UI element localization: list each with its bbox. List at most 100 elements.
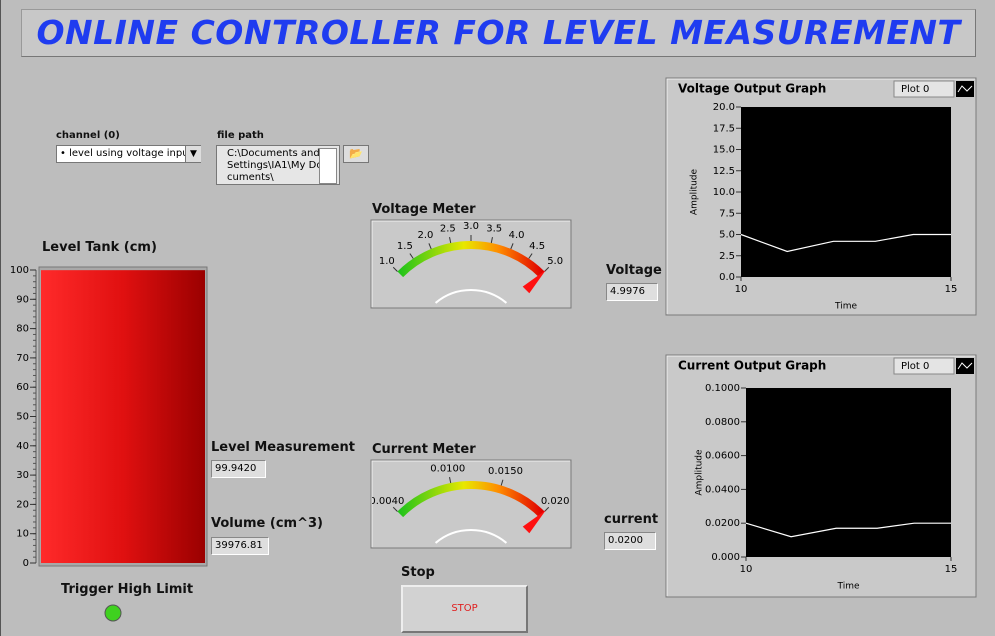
stop-button[interactable]: STOP <box>401 585 528 633</box>
y-tick-label: 10.0 <box>713 187 735 198</box>
tank-label: Level Tank (cm) <box>42 240 157 255</box>
y-tick-label: 0.0 <box>719 272 735 283</box>
meter-tick-label: 2.0 <box>418 230 434 241</box>
voltage-label: Voltage <box>606 263 662 278</box>
meter-tick-label: 1.0 <box>379 256 395 267</box>
plot-area <box>746 388 951 557</box>
meter-inner-arc <box>434 289 508 304</box>
trigger-label: Trigger High Limit <box>61 582 194 597</box>
graph-line <box>745 522 951 538</box>
voltage-meter-label: Voltage Meter <box>372 202 476 217</box>
meter-tick-label: 1.5 <box>397 241 413 252</box>
meter-tick <box>449 237 452 244</box>
meter-tick-label: 4.5 <box>529 241 545 252</box>
meter-tick <box>449 477 452 484</box>
y-tick-label: 17.5 <box>713 123 735 134</box>
meter-tick <box>500 479 504 486</box>
meter-needle <box>522 269 546 294</box>
level-indicator: 99.9420 <box>211 460 266 478</box>
tank-level <box>41 270 205 563</box>
volume-indicator: 39976.81 <box>211 537 269 555</box>
x-axis-label: Time <box>834 302 857 312</box>
meter-tick-label: 0.0100 <box>430 463 465 474</box>
meter-tick-label: 3.5 <box>486 223 502 234</box>
scrollbar[interactable] <box>319 148 337 184</box>
meter-tick <box>392 266 398 272</box>
tank-tick-label: 20 <box>16 499 29 510</box>
current-indicator: 0.0200 <box>604 532 656 550</box>
y-tick-label: 2.5 <box>719 251 735 262</box>
meter-tick-label: 0.020 <box>541 496 570 507</box>
current_meter-frame <box>370 459 572 549</box>
y-tick-label: 0.0400 <box>705 484 740 495</box>
file-path-value: C:\Documents and Settings\IA1\My Documen… <box>227 148 323 183</box>
voltage-indicator: 4.9976 <box>606 283 658 301</box>
dropdown-arrow[interactable]: ▼ <box>185 146 201 162</box>
plot-legend-label: Plot 0 <box>901 84 929 95</box>
voltage_graph-frame-bevel <box>666 78 975 314</box>
current_meter-frame-bevel <box>371 460 570 547</box>
graph-line <box>740 233 951 253</box>
plot-legend <box>893 357 955 375</box>
plot-legend <box>893 80 955 98</box>
graph-title: Voltage Output Graph <box>678 82 826 96</box>
graph-title: Current Output Graph <box>678 359 826 373</box>
meter-tick <box>409 253 414 259</box>
channel-value: level using voltage input <box>69 148 193 159</box>
tank-tick-label: 40 <box>16 441 29 452</box>
meter-tick <box>428 243 432 250</box>
volume-label: Volume (cm^3) <box>211 516 323 531</box>
y-axis-label: Amplitude <box>695 449 705 496</box>
current-label: current <box>604 512 659 527</box>
meter-tick-label: 4.0 <box>509 230 525 241</box>
trigger-led <box>104 604 122 622</box>
meter-tick <box>528 253 533 259</box>
tank-tick-label: 50 <box>16 412 29 423</box>
tank-tick-label: 10 <box>16 529 29 540</box>
plot-legend-line <box>957 85 973 93</box>
meter-tick-label: 0.0040 <box>369 496 404 507</box>
meter-tick-label: 0.0150 <box>488 466 523 477</box>
tank-tick-label: 90 <box>16 294 29 305</box>
level-label: Level Measurement <box>211 440 355 455</box>
tank-tick-label: 70 <box>16 353 29 364</box>
x-tick-label: 15 <box>945 564 958 575</box>
file-path-label: file path <box>217 130 264 141</box>
tank-tick-label: 60 <box>16 382 29 393</box>
y-tick-label: 5.0 <box>719 230 735 241</box>
x-tick-label: 15 <box>945 284 958 295</box>
y-tick-label: 7.5 <box>719 208 735 219</box>
y-tick-label: 0.0600 <box>705 451 740 462</box>
file-path-box[interactable]: C:\Documents and Settings\IA1\My Documen… <box>216 145 340 185</box>
tank-tick-label: 100 <box>10 265 29 276</box>
current_graph-frame-bevel <box>666 355 975 596</box>
meter-needle <box>522 510 546 534</box>
current-meter-label: Current Meter <box>372 442 476 457</box>
y-tick-label: 0.0200 <box>705 518 740 529</box>
meter-tick <box>490 237 493 244</box>
y-tick-label: 0.1000 <box>705 383 740 394</box>
tank-tick-label: 0 <box>23 558 29 569</box>
voltage_meter-dial: 1.01.5 2.0 2.5 3.0 3.5 4.0 4.55.0 <box>379 221 563 304</box>
channel-dropdown[interactable]: • level using voltage input <box>56 145 201 163</box>
x-axis-label: Time <box>836 582 859 592</box>
current_meter-dial: 0.0040 0.0100 0.0150 0.020 <box>369 463 570 544</box>
meter-tick-label: 3.0 <box>463 221 479 232</box>
plot-legend-label: Plot 0 <box>901 361 929 372</box>
y-tick-label: 0.000 <box>711 552 740 563</box>
browse-button[interactable]: 📂 <box>343 145 369 163</box>
y-tick-label: 20.0 <box>713 102 735 113</box>
plot-legend-line <box>957 362 973 370</box>
stop-label: Stop <box>401 565 435 580</box>
x-tick-label: 10 <box>735 284 748 295</box>
y-tick-label: 12.5 <box>713 166 735 177</box>
meter-tick <box>510 243 514 250</box>
y-tick-label: 15.0 <box>713 145 735 156</box>
meter-arc <box>397 481 545 518</box>
meter-tick-label: 5.0 <box>547 256 563 267</box>
voltage_meter-frame <box>370 219 572 309</box>
tank-tick-label: 80 <box>16 324 29 335</box>
y-axis-label: Amplitude <box>690 168 700 215</box>
